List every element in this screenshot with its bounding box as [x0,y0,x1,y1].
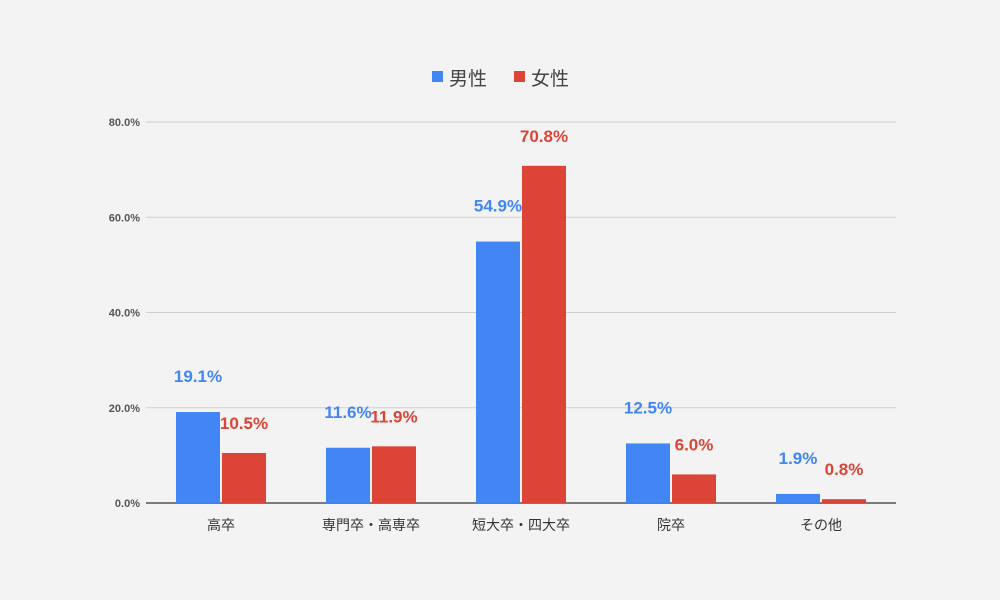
data-label: 1.9% [779,449,818,468]
y-tick-label: 0.0% [115,498,140,510]
data-label: 70.8% [520,127,568,146]
y-tick-label: 40.0% [109,308,140,320]
bar-male [176,412,220,503]
y-tick-label: 20.0% [109,403,140,415]
y-tick-label: 60.0% [109,212,140,224]
legend-swatch [514,71,525,82]
y-tick-label: 80.0% [109,117,140,129]
bar-male [776,493,820,503]
data-label: 11.9% [370,407,417,426]
data-label: 11.6% [324,403,371,422]
data-label: 0.8% [825,460,864,479]
legend-label: 女性 [531,68,569,90]
x-tick-label: 院卒 [657,518,685,534]
bar-male [476,241,520,503]
bar-male [326,447,370,503]
x-tick-label: その他 [800,518,842,534]
data-label: 10.5% [220,414,268,433]
data-label: 12.5% [624,398,672,417]
data-label: 19.1% [174,367,222,386]
legend-label: 男性 [449,68,487,90]
bar-female [822,499,866,503]
data-label: 54.9% [474,197,522,216]
x-tick-label: 高卒 [207,517,235,534]
bar-female [372,446,416,503]
data-label: 6.0% [675,435,714,454]
bar-female [222,452,266,503]
x-tick-label: 専門卒・高専卒 [322,517,420,534]
bar-female [672,474,716,503]
legend-swatch [432,71,443,82]
x-tick-label: 短大卒・四大卒 [472,518,570,534]
bar-female [522,165,566,503]
bar-male [626,443,670,503]
